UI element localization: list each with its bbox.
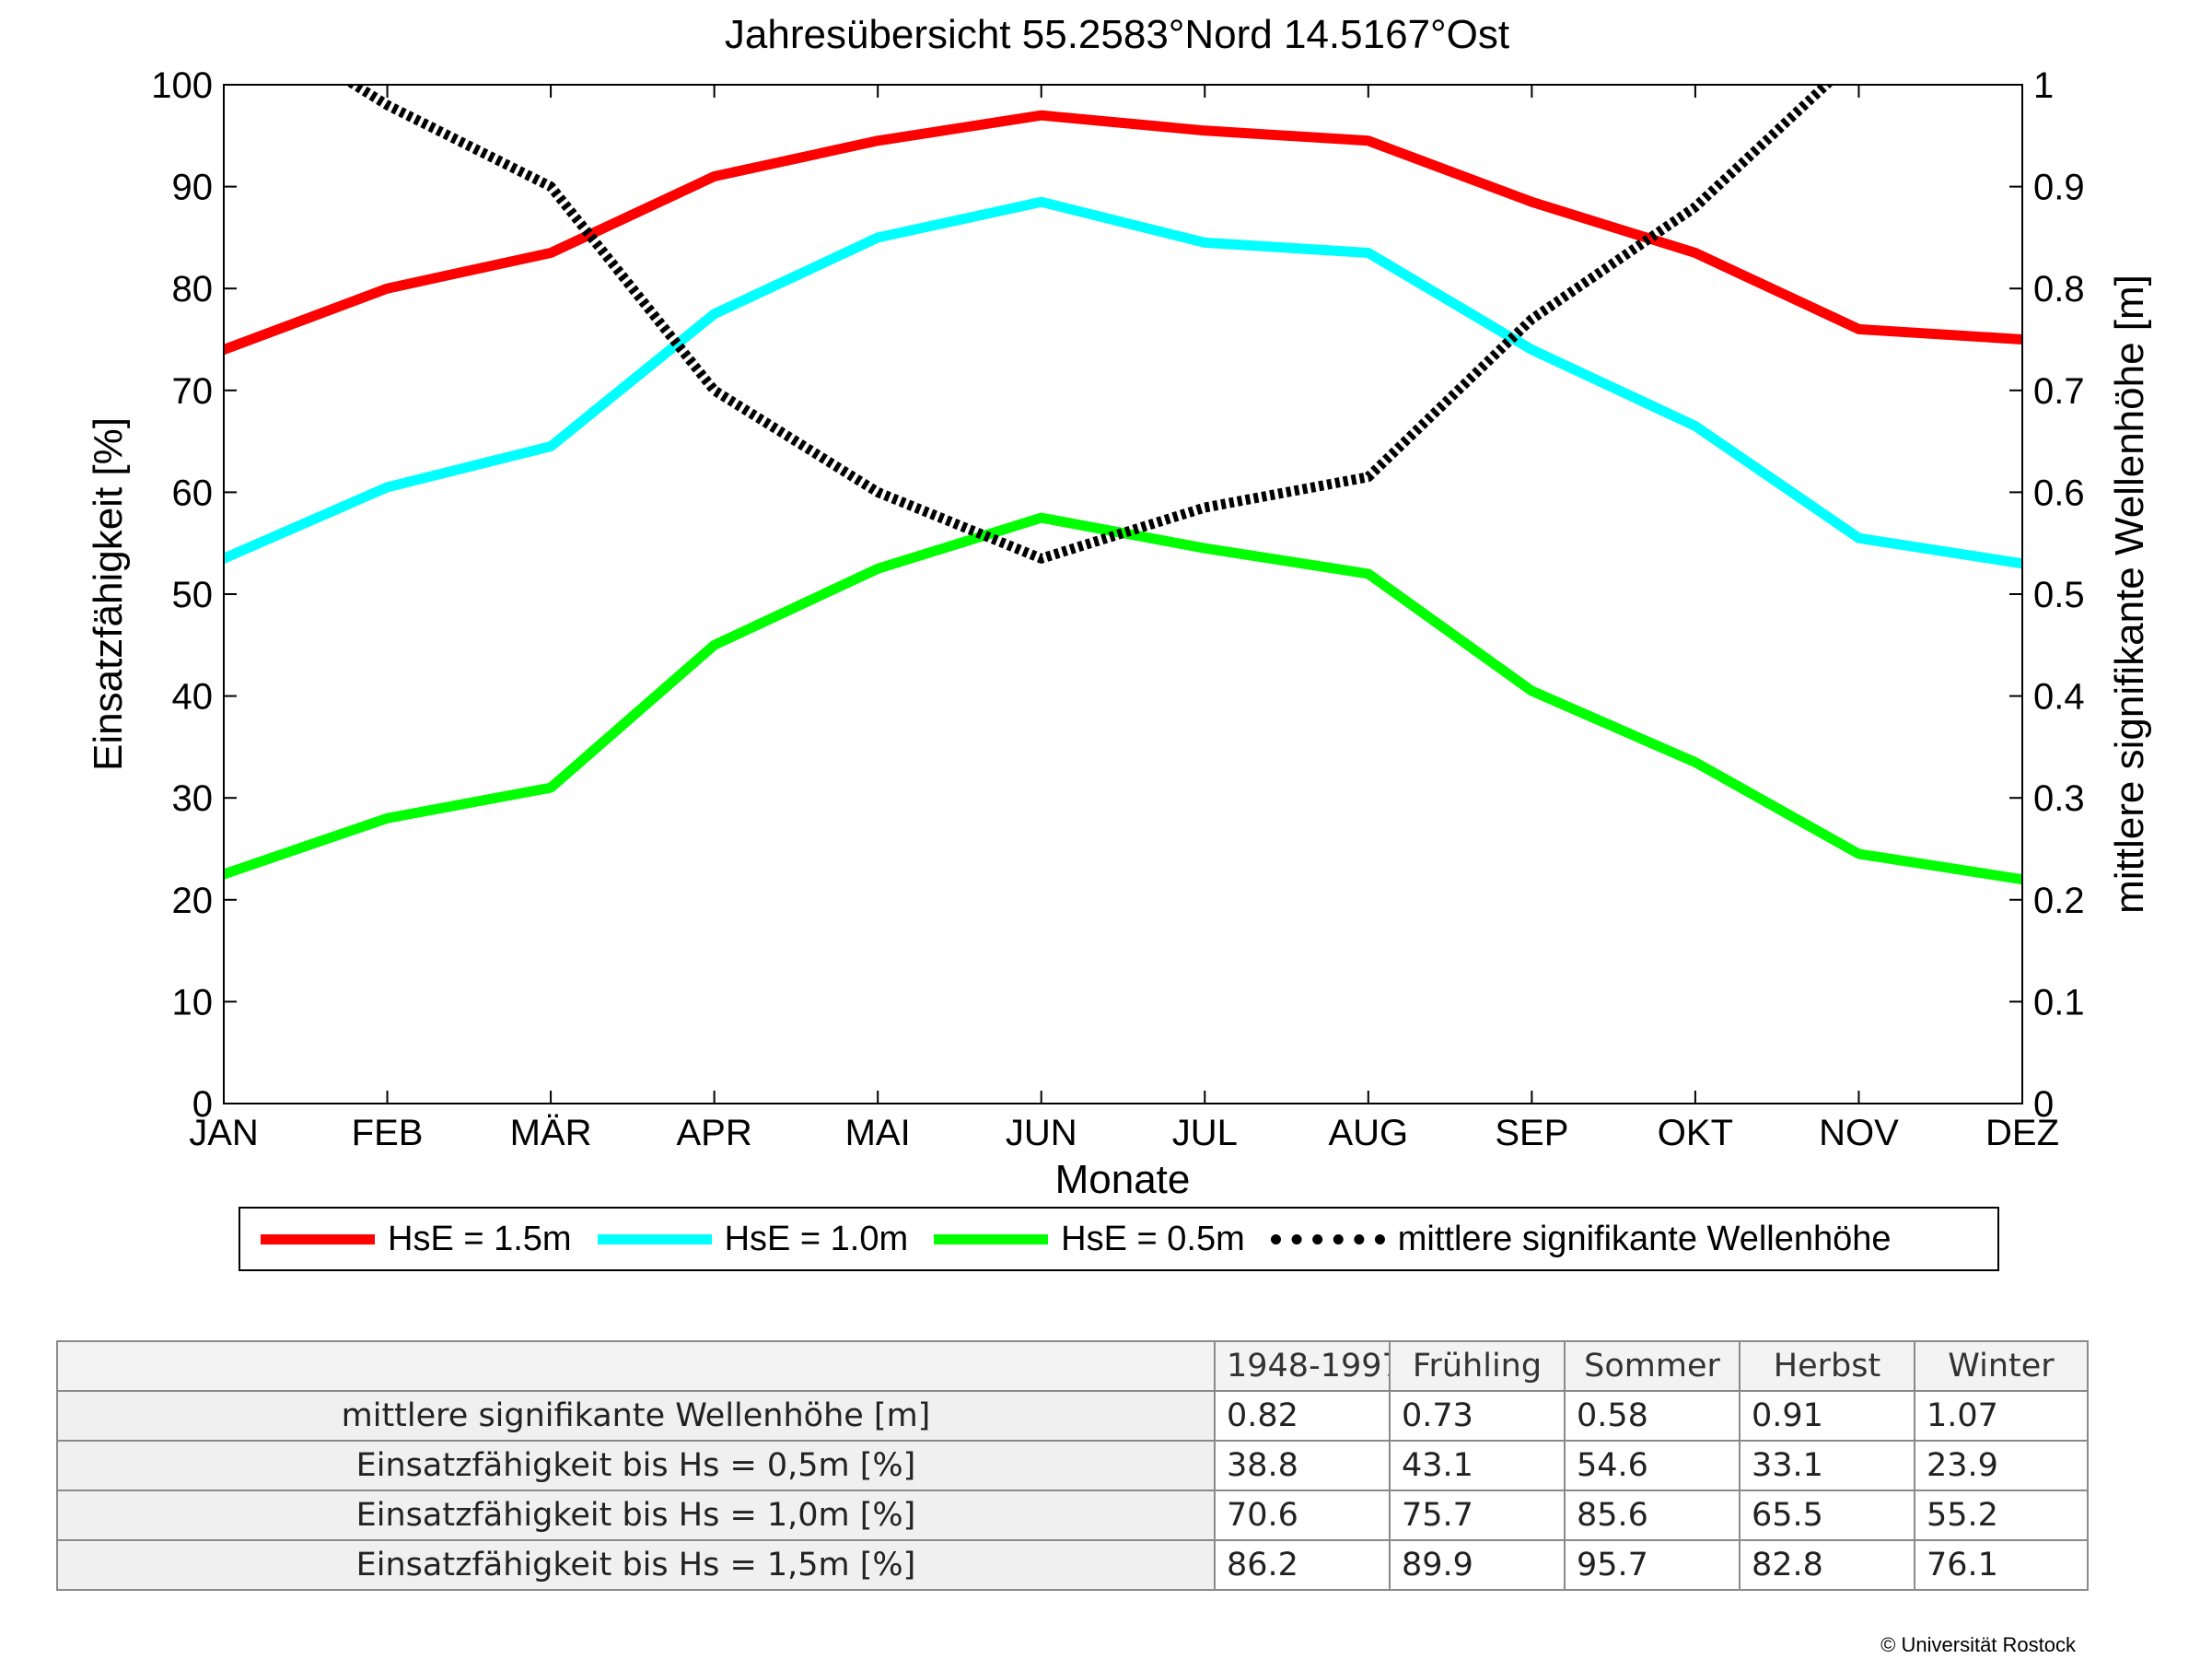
table-cell: 70.6 (1214, 1490, 1391, 1541)
table-cell: 0.73 (1389, 1390, 1566, 1442)
row-label: Einsatzfähigkeit bis Hs = 0,5m [%] (56, 1440, 1216, 1491)
chart-title: Jahresübersicht 55.2583°Nord 14.5167°Ost (725, 12, 1509, 57)
table-cell: 0.91 (1739, 1390, 1915, 1442)
table-cell: 65.5 (1739, 1490, 1915, 1541)
legend-swatch-red (261, 1233, 375, 1244)
copyright-notice: © Universität Rostock (1880, 1633, 2076, 1656)
table-cell: 1.07 (1914, 1390, 2089, 1442)
y-tick-label: 90 (172, 168, 214, 208)
table-header-cell (56, 1340, 1216, 1392)
y-tick-label: 0 (192, 1084, 213, 1125)
y-axis-label: Einsatzfähigkeit [%] (86, 417, 131, 771)
x-tick-label: MAI (845, 1113, 911, 1153)
x-axis-label: Monate (1055, 1157, 1191, 1198)
summary-table: 1948-1997 Frühling Sommer Herbst Winter … (56, 1340, 2089, 1591)
y-right-tick-label: 0.5 (2033, 575, 2085, 615)
table-cell: 23.9 (1914, 1440, 2089, 1491)
table-header-cell: Sommer (1564, 1340, 1740, 1392)
legend-item-hse-1-5: HsE = 1.5m (261, 1220, 572, 1259)
y-tick-label: 70 (172, 371, 214, 412)
legend-swatch-dotted (1270, 1233, 1385, 1244)
row-label: Einsatzfähigkeit bis Hs = 1,5m [%] (56, 1539, 1216, 1591)
y-tick-label: 50 (172, 575, 214, 615)
series-layer (224, 85, 2022, 885)
legend-label: HsE = 1.5m (388, 1219, 572, 1258)
x-tick-label: AUG (1328, 1113, 1408, 1153)
x-tick-label: DEZ (1985, 1113, 2059, 1153)
table-cell: 82.8 (1739, 1539, 1915, 1591)
y-right-tick-label: 0 (2033, 1084, 2054, 1125)
x-tick-label: MÄR (510, 1113, 592, 1153)
legend-swatch-green (934, 1233, 1049, 1244)
row-label: mittlere signifikante Wellenhöhe [m] (56, 1390, 1216, 1442)
legend-swatch-cyan (597, 1233, 712, 1244)
y-right-tick-label: 0.9 (2033, 168, 2085, 208)
table-cell: 76.1 (1914, 1539, 2089, 1591)
table-cell: 75.7 (1389, 1490, 1566, 1541)
table-cell: 54.6 (1564, 1440, 1740, 1491)
y-tick-label: 60 (172, 473, 214, 513)
legend-item-wave-height: mittlere signifikante Wellenhöhe (1270, 1219, 1892, 1259)
table-row: Einsatzfähigkeit bis Hs = 1,0m [%] 70.6 … (56, 1490, 2089, 1541)
x-tick-label: NOV (1819, 1113, 1899, 1153)
table-cell: 38.8 (1214, 1440, 1391, 1491)
legend-label: mittlere signifikante Wellenhöhe (1397, 1219, 1892, 1258)
y-right-tick-label: 0.8 (2033, 269, 2085, 310)
x-tick-label: JAN (189, 1113, 259, 1153)
x-tick-label: APR (677, 1113, 752, 1153)
row-label: Einsatzfähigkeit bis Hs = 1,0m [%] (56, 1490, 1216, 1541)
y-tick-label: 20 (172, 881, 214, 921)
table-header-cell: Frühling (1389, 1340, 1566, 1392)
table-header-cell: Winter (1914, 1340, 2089, 1392)
y-right-tick-label: 0.2 (2033, 881, 2085, 921)
y-tick-label: 80 (172, 269, 214, 310)
y-tick-label: 30 (172, 778, 214, 819)
y-right-tick-label: 0.4 (2033, 677, 2085, 718)
series-line-2 (224, 512, 2022, 885)
table-cell: 86.2 (1214, 1539, 1391, 1591)
x-tick-label: OKT (1658, 1113, 1733, 1153)
series-line-0 (224, 110, 2022, 356)
table-cell: 33.1 (1739, 1440, 1915, 1491)
table-row: Einsatzfähigkeit bis Hs = 1,5m [%] 86.2 … (56, 1539, 2089, 1591)
table-row: Einsatzfähigkeit bis Hs = 0,5m [%] 38.8 … (56, 1440, 2089, 1491)
legend-label: HsE = 1.0m (724, 1219, 909, 1258)
table-cell: 0.82 (1214, 1390, 1391, 1442)
legend-item-hse-1-0: HsE = 1.0m (597, 1219, 909, 1259)
chart: Jahresübersicht 55.2583°Nord 14.5167°Ost… (86, 12, 2152, 1198)
table-cell: 95.7 (1564, 1539, 1740, 1591)
x-tick-label: JUL (1172, 1113, 1238, 1153)
table-cell: 55.2 (1914, 1490, 2089, 1541)
y-right-tick-label: 0.6 (2033, 473, 2085, 513)
y-right-tick-label: 1 (2033, 65, 2054, 106)
table-row: mittlere signifikante Wellenhöhe [m] 0.8… (56, 1390, 2089, 1442)
plot-frame (223, 84, 2023, 1104)
y-tick-label: 10 (172, 982, 214, 1022)
table-cell: 89.9 (1389, 1539, 1566, 1591)
ticks-layer: JAN FEB MÄR APR MAI JUN JUL AUG SEP OKT NOV DEZ0102… (151, 65, 2084, 1153)
x-tick-label: FEB (352, 1113, 424, 1153)
legend-label: HsE = 0.5m (1061, 1219, 1245, 1258)
series-line-1 (224, 196, 2022, 569)
y-right-tick-label: 0.1 (2033, 982, 2085, 1022)
y-right-tick-label: 0.7 (2033, 371, 2085, 412)
legend: HsE = 1.5m HsE = 1.0m HsE = 0.5m mittler… (239, 1207, 1999, 1271)
table-cell: 0.58 (1564, 1390, 1740, 1442)
table-header-cell: 1948-1997 (1214, 1340, 1391, 1392)
y-tick-label: 40 (172, 677, 214, 718)
table-header-cell: Herbst (1739, 1340, 1915, 1392)
x-tick-label: SEP (1495, 1113, 1568, 1153)
table-cell: 85.6 (1564, 1490, 1740, 1541)
y-tick-label: 100 (151, 65, 213, 106)
table-header-row: 1948-1997 Frühling Sommer Herbst Winter (56, 1340, 2089, 1392)
y-axis-right-label: mittlere signifikante Wellenhöhe [m] (2107, 275, 2152, 914)
x-tick-label: JUN (1006, 1113, 1077, 1153)
table-cell: 43.1 (1389, 1440, 1566, 1491)
y-right-tick-label: 0.3 (2033, 778, 2085, 819)
legend-item-hse-0-5: HsE = 0.5m (934, 1220, 1245, 1259)
